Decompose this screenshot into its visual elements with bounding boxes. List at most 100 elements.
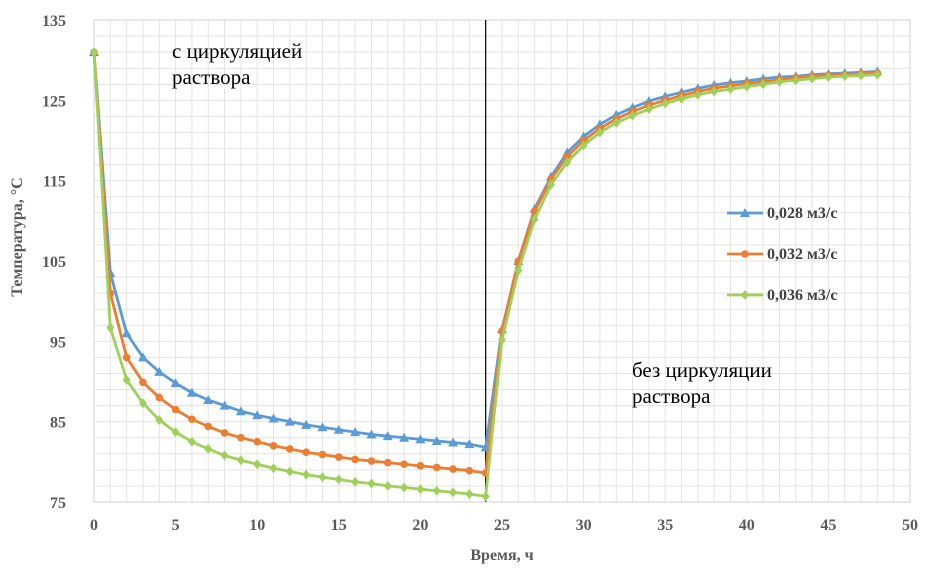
annotation-no-circulation-line2: раствора xyxy=(632,384,711,408)
data-point-diamond xyxy=(481,491,490,502)
legend-label: 0,032 м3/с xyxy=(767,246,837,263)
legend: 0,028 м3/с 0,032 м3/с 0,036 м3/с xyxy=(727,205,837,304)
data-point-diamond xyxy=(742,81,751,92)
y-tick-label: 75 xyxy=(50,495,66,512)
data-point-circle xyxy=(155,393,164,402)
data-point-diamond xyxy=(726,84,735,95)
data-point-diamond xyxy=(514,265,523,276)
data-point-circle xyxy=(302,448,310,456)
data-point-diamond xyxy=(498,334,506,345)
series-3 xyxy=(90,47,882,502)
data-point-circle xyxy=(139,378,147,387)
data-point-diamond xyxy=(383,480,392,491)
data-point-circle xyxy=(171,405,180,414)
data-point-diamond xyxy=(318,472,327,483)
x-tick-label: 25 xyxy=(494,517,510,534)
data-point-diamond xyxy=(204,443,213,454)
annotation-circulation-line1: с циркуляцией xyxy=(172,39,302,63)
data-point-diamond xyxy=(400,482,409,493)
data-point-diamond xyxy=(873,69,882,80)
data-point-triangle xyxy=(431,435,442,445)
y-axis-title: Температура, °С xyxy=(9,177,26,296)
data-point-triangle xyxy=(333,424,344,434)
data-point-circle xyxy=(122,353,131,362)
data-point-triangle xyxy=(121,328,132,338)
legend-label: 0,036 м3/с xyxy=(767,287,837,304)
data-point-triangle xyxy=(399,432,410,442)
data-point-circle xyxy=(367,457,376,465)
data-point-circle xyxy=(286,445,294,453)
data-point-diamond xyxy=(677,93,686,104)
data-point-triangle xyxy=(252,410,263,420)
data-point-diamond xyxy=(840,71,849,82)
data-point-diamond xyxy=(824,72,833,83)
data-point-triangle xyxy=(203,394,214,404)
data-point-circle xyxy=(237,433,245,442)
data-point-diamond xyxy=(367,478,376,489)
y-tick-label: 115 xyxy=(43,174,66,191)
data-point-diamond xyxy=(236,455,245,466)
data-point-diamond xyxy=(334,474,343,485)
legend-item-2: 0,032 м3/с xyxy=(727,246,837,263)
x-axis-title: Время, ч xyxy=(470,547,533,564)
y-tick-label: 95 xyxy=(50,334,66,351)
data-point-triangle xyxy=(268,413,279,423)
data-point-diamond xyxy=(775,76,784,87)
data-point-triangle xyxy=(301,419,312,429)
data-point-diamond xyxy=(155,415,164,426)
data-point-diamond xyxy=(612,117,621,128)
data-point-diamond xyxy=(269,463,278,474)
data-point-diamond xyxy=(302,469,311,480)
data-point-diamond xyxy=(693,89,702,100)
data-point-circle xyxy=(383,458,392,467)
plot-area-border xyxy=(93,19,911,503)
data-point-circle xyxy=(204,422,213,431)
data-point-triangle xyxy=(415,434,426,444)
legend-marker xyxy=(741,250,749,258)
y-tick-label: 85 xyxy=(50,415,66,432)
data-point-triangle xyxy=(186,387,197,397)
data-point-diamond xyxy=(628,110,637,121)
data-point-triangle xyxy=(366,429,377,439)
data-point-triangle xyxy=(235,406,246,416)
data-point-circle xyxy=(400,460,408,469)
data-point-triangle xyxy=(350,427,361,437)
data-point-circle xyxy=(465,466,474,475)
annotation-no-circulation-line1: без циркуляции xyxy=(632,358,772,382)
data-point-diamond xyxy=(171,427,180,438)
data-point-circle xyxy=(416,462,425,470)
legend-item-1: 0,028 м3/с xyxy=(727,205,837,222)
data-point-circle xyxy=(253,437,261,446)
data-point-diamond xyxy=(253,459,262,470)
series-group xyxy=(89,47,883,502)
legend-marker xyxy=(740,208,750,217)
data-point-diamond xyxy=(644,104,653,115)
data-point-diamond xyxy=(416,484,425,495)
data-point-diamond xyxy=(759,79,768,90)
data-point-triangle xyxy=(219,400,230,410)
legend-item-3: 0,036 м3/с xyxy=(727,287,837,304)
data-point-triangle xyxy=(382,431,393,441)
data-point-diamond xyxy=(530,214,539,225)
data-point-triangle xyxy=(448,437,459,447)
data-point-circle xyxy=(318,450,327,459)
data-point-diamond xyxy=(465,488,474,499)
data-point-diamond xyxy=(90,47,98,58)
y-tick-label: 105 xyxy=(42,254,66,271)
x-tick-label: 5 xyxy=(172,517,180,534)
legend-marker xyxy=(741,290,749,300)
legend-label: 0,028 м3/с xyxy=(767,205,837,222)
x-tick-label: 0 xyxy=(90,517,98,534)
x-tick-label: 10 xyxy=(249,517,265,534)
data-point-diamond xyxy=(432,485,441,496)
data-point-diamond xyxy=(579,140,588,151)
data-point-triangle xyxy=(464,439,475,449)
tick-labels: 0 5 10 15 20 25 30 35 40 45 50 75 85 95 105 115 125 135 xyxy=(42,13,918,534)
data-point-diamond xyxy=(285,466,294,477)
data-point-triangle xyxy=(317,422,328,432)
data-point-diamond xyxy=(138,398,147,409)
data-point-circle xyxy=(449,465,457,473)
annotation-circulation-line2: раствора xyxy=(172,65,251,89)
data-point-diamond xyxy=(791,75,800,86)
